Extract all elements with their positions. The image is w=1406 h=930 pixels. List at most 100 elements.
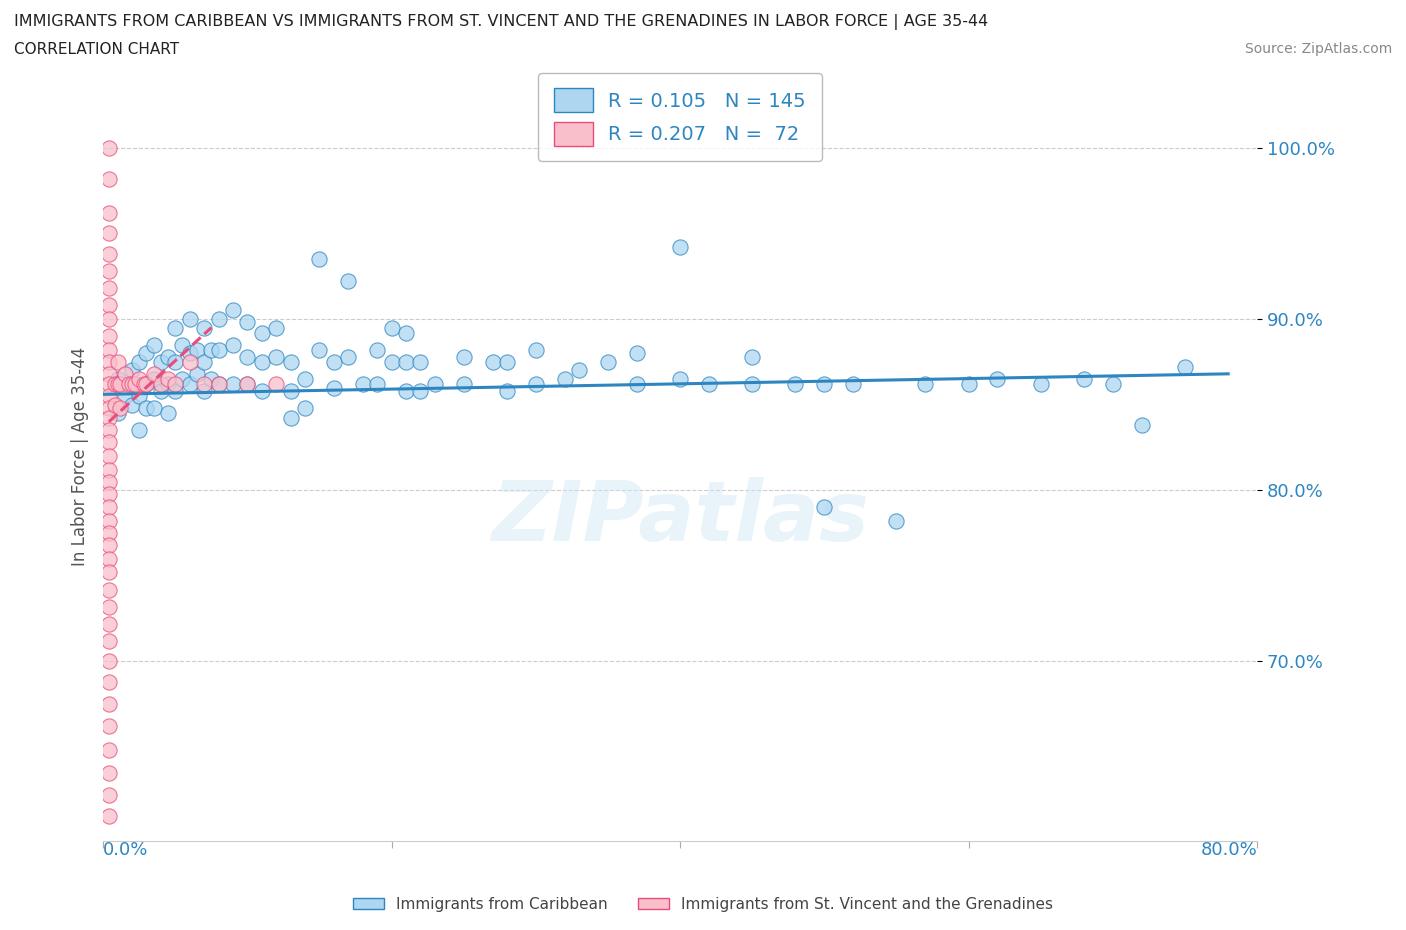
Point (568, 363, 591, 378)
Point (142, 401, 165, 416)
Point (157, 350, 180, 365)
Point (97, 599, 120, 614)
Point (813, 377, 835, 392)
Point (179, 346, 201, 361)
Point (97, 808, 120, 823)
Point (110, 401, 132, 416)
Point (957, 377, 980, 392)
Point (496, 354, 519, 369)
Point (222, 377, 245, 392)
Point (179, 354, 201, 369)
Point (132, 377, 155, 392)
Point (97, 765, 120, 780)
Point (1101, 377, 1123, 392)
Point (142, 366, 165, 381)
Point (149, 354, 172, 369)
Text: Source: ZipAtlas.com: Source: ZipAtlas.com (1244, 42, 1392, 56)
Point (97, 486, 120, 501)
Point (524, 377, 547, 392)
Point (97, 411, 120, 426)
Point (453, 350, 475, 365)
Point (97, 246, 120, 261)
Text: IMMIGRANTS FROM CARIBBEAN VS IMMIGRANTS FROM ST. VINCENT AND THE GRENADINES IN L: IMMIGRANTS FROM CARIBBEAN VS IMMIGRANTS … (14, 14, 988, 30)
Point (128, 354, 150, 369)
Point (264, 377, 287, 392)
Point (97, 565, 120, 580)
Point (165, 383, 187, 398)
Point (97, 377, 120, 392)
Point (121, 397, 143, 412)
Point (337, 274, 360, 289)
Point (236, 350, 259, 365)
Point (294, 401, 316, 416)
Point (97, 312, 120, 326)
Point (236, 377, 259, 392)
Point (453, 377, 475, 392)
Point (626, 377, 648, 392)
Point (308, 342, 330, 357)
Point (395, 383, 418, 398)
Point (886, 513, 908, 528)
Point (107, 354, 129, 369)
Point (128, 389, 150, 404)
Point (110, 377, 132, 392)
Point (114, 389, 136, 404)
Point (179, 312, 201, 326)
Point (97, 617, 120, 631)
Point (149, 377, 172, 392)
Point (280, 411, 302, 426)
Point (157, 371, 180, 386)
Point (366, 377, 388, 392)
Point (97, 435, 120, 450)
Point (481, 354, 503, 369)
Point (97, 298, 120, 312)
Point (264, 350, 287, 365)
Point (172, 371, 194, 386)
Point (264, 320, 287, 335)
Point (97, 206, 120, 220)
Point (193, 377, 215, 392)
Point (97, 389, 120, 404)
Point (97, 500, 120, 515)
Point (97, 423, 120, 438)
Point (409, 354, 432, 369)
Y-axis label: In Labor Force | Age 35-44: In Labor Force | Age 35-44 (72, 347, 89, 565)
Point (207, 377, 229, 392)
Point (97, 171, 120, 186)
Point (322, 354, 344, 369)
Point (142, 338, 165, 352)
Legend: R = 0.105   N = 145, R = 0.207   N =  72: R = 0.105 N = 145, R = 0.207 N = 72 (538, 73, 821, 161)
Point (236, 377, 259, 392)
Point (186, 342, 208, 357)
Point (97, 633, 120, 648)
Point (97, 551, 120, 566)
Point (395, 326, 418, 340)
Point (381, 320, 404, 335)
Point (165, 320, 187, 335)
Point (124, 377, 146, 392)
Point (236, 315, 259, 330)
Point (222, 338, 245, 352)
Point (97, 354, 120, 369)
Point (172, 338, 194, 352)
Point (294, 371, 316, 386)
Point (97, 328, 120, 343)
Point (97, 401, 120, 416)
Point (107, 371, 129, 386)
Legend: Immigrants from Caribbean, Immigrants from St. Vincent and the Grenadines: Immigrants from Caribbean, Immigrants fr… (347, 891, 1059, 918)
Point (1174, 360, 1197, 375)
Point (97, 525, 120, 540)
Text: CORRELATION CHART: CORRELATION CHART (14, 42, 179, 57)
Point (222, 303, 245, 318)
Point (914, 377, 936, 392)
Point (157, 377, 180, 392)
Point (97, 366, 120, 381)
Point (697, 377, 720, 392)
Point (97, 719, 120, 734)
Point (423, 377, 446, 392)
Point (142, 371, 165, 386)
Point (97, 538, 120, 552)
Point (842, 377, 865, 392)
Point (121, 363, 143, 378)
Point (135, 377, 157, 392)
